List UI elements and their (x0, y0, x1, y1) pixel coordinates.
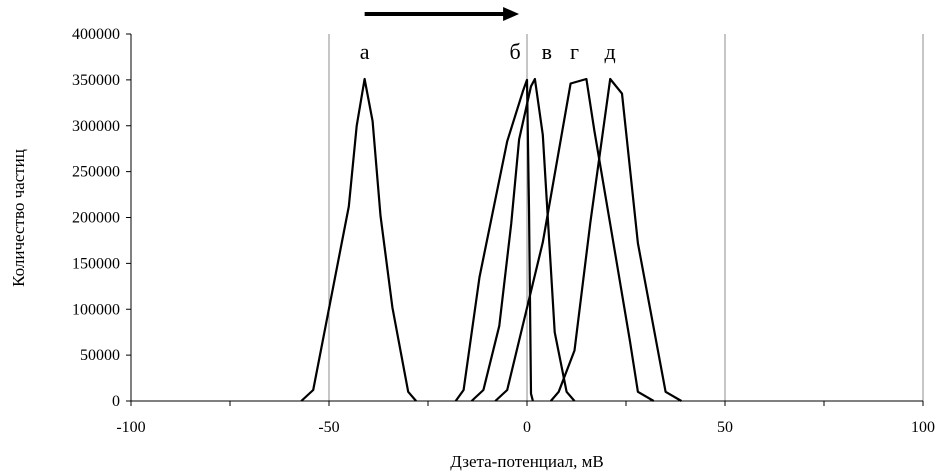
x-tick-label: 0 (523, 419, 531, 436)
series-label-2: б (510, 39, 521, 64)
series-label-1: а (360, 39, 370, 64)
y-tick-label: 400000 (72, 26, 120, 43)
x-tick-label: 50 (717, 419, 733, 436)
direction-arrow (364, 7, 520, 21)
y-tick-label: 150000 (72, 255, 120, 272)
series-label-4: г (570, 39, 579, 64)
x-tick-label: -100 (116, 419, 145, 436)
y-tick-label: 350000 (72, 72, 120, 89)
y-tick-label: 250000 (72, 164, 120, 181)
series-label-3: в (542, 39, 552, 64)
y-tick-label: 0 (112, 393, 120, 410)
y-axis-title: Количество частиц (9, 149, 28, 287)
grid-lines (328, 34, 924, 401)
series-line-2 (454, 78, 534, 402)
y-tick-label: 200000 (72, 210, 120, 227)
series-lines (300, 77, 682, 402)
series-label-5: д (605, 39, 616, 64)
y-tick-label: 50000 (80, 347, 120, 364)
x-axis-title: Дзета-потенциал, мВ (450, 452, 604, 471)
y-ticks: 0 50000 100000 150000 200000 250000 300000 3500… (72, 26, 131, 410)
x-tick-label: -50 (318, 419, 339, 436)
series-line-4 (494, 77, 655, 402)
x-ticks: -100 -50 0 50 100 (116, 401, 935, 436)
series-line-3 (470, 77, 576, 402)
series-line-5 (549, 77, 682, 402)
y-tick-label: 100000 (72, 301, 120, 318)
x-tick-label: 100 (911, 419, 935, 436)
arrow-head (503, 7, 520, 21)
y-tick-label: 300000 (72, 118, 120, 135)
series-line-1 (300, 77, 417, 402)
